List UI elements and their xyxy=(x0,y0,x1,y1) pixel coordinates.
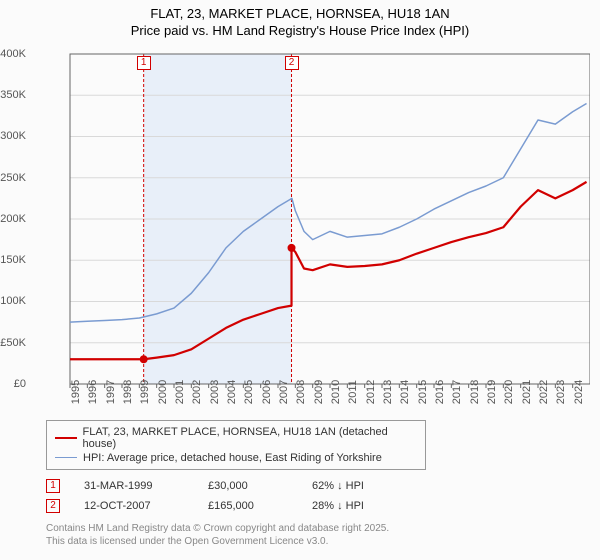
x-axis-label: 2010 xyxy=(330,380,342,404)
x-axis-label: 2022 xyxy=(538,380,550,404)
chart-title: FLAT, 23, MARKET PLACE, HORNSEA, HU18 1A… xyxy=(10,6,590,40)
event-date: 31-MAR-1999 xyxy=(84,480,184,492)
x-axis-label: 2024 xyxy=(573,380,585,404)
x-axis-label: 2003 xyxy=(209,380,221,404)
credit-line-2: This data is licensed under the Open Gov… xyxy=(46,535,590,548)
legend-row: HPI: Average price, detached house, East… xyxy=(55,451,417,465)
x-axis-label: 2013 xyxy=(382,380,394,404)
x-axis-label: 2007 xyxy=(278,380,290,404)
legend: FLAT, 23, MARKET PLACE, HORNSEA, HU18 1A… xyxy=(46,420,426,470)
y-axis-label: £350K xyxy=(0,89,26,101)
x-axis-label: 2011 xyxy=(347,380,359,404)
credit-line-1: Contains HM Land Registry data © Crown c… xyxy=(46,522,590,535)
x-axis-label: 1995 xyxy=(70,380,82,404)
event-delta: 28% ↓ HPI xyxy=(312,500,364,512)
sale-marker: 2 xyxy=(285,56,299,70)
x-axis-label: 2018 xyxy=(469,380,481,404)
x-axis-label: 2012 xyxy=(365,380,377,404)
event-row: 2 12-OCT-2007 £165,000 28% ↓ HPI xyxy=(46,496,590,516)
events-table: 1 31-MAR-1999 £30,000 62% ↓ HPI 2 12-OCT… xyxy=(46,476,590,516)
x-axis-label: 2000 xyxy=(157,380,169,404)
event-delta: 62% ↓ HPI xyxy=(312,480,364,492)
event-price: £165,000 xyxy=(208,500,288,512)
event-row: 1 31-MAR-1999 £30,000 62% ↓ HPI xyxy=(46,476,590,496)
x-axis-label: 2001 xyxy=(174,380,186,404)
legend-label: HPI: Average price, detached house, East… xyxy=(83,452,382,464)
legend-swatch xyxy=(55,437,77,439)
sale-marker: 1 xyxy=(137,56,151,70)
x-axis-label: 2016 xyxy=(434,380,446,404)
chart-svg xyxy=(30,44,590,414)
x-axis-label: 1998 xyxy=(122,380,134,404)
credit-text: Contains HM Land Registry data © Crown c… xyxy=(46,522,590,548)
chart-plot: £0£50K£100K£150K£200K£250K£300K£350K£400… xyxy=(30,44,590,414)
x-axis-label: 2019 xyxy=(486,380,498,404)
y-axis-label: £200K xyxy=(0,213,26,225)
event-date: 12-OCT-2007 xyxy=(84,500,184,512)
title-line-2: Price paid vs. HM Land Registry's House … xyxy=(10,23,590,40)
y-axis-label: £300K xyxy=(0,130,26,142)
event-marker: 2 xyxy=(46,499,60,513)
y-axis-label: £100K xyxy=(0,295,26,307)
chart-container: FLAT, 23, MARKET PLACE, HORNSEA, HU18 1A… xyxy=(0,0,600,560)
legend-label: FLAT, 23, MARKET PLACE, HORNSEA, HU18 1A… xyxy=(83,426,417,450)
x-axis-label: 2015 xyxy=(417,380,429,404)
y-axis-label: £0 xyxy=(14,378,26,390)
x-axis-label: 1996 xyxy=(87,380,99,404)
x-axis-label: 2021 xyxy=(521,380,533,404)
y-axis-label: £250K xyxy=(0,172,26,184)
x-axis-label: 2020 xyxy=(503,380,515,404)
event-marker: 1 xyxy=(46,479,60,493)
y-axis-label: £400K xyxy=(0,48,26,60)
x-axis-label: 2008 xyxy=(295,380,307,404)
x-axis-label: 2006 xyxy=(261,380,273,404)
x-axis-label: 2023 xyxy=(555,380,567,404)
event-price: £30,000 xyxy=(208,480,288,492)
x-axis-label: 2005 xyxy=(243,380,255,404)
y-axis-label: £150K xyxy=(0,254,26,266)
x-axis-label: 2004 xyxy=(226,380,238,404)
legend-row: FLAT, 23, MARKET PLACE, HORNSEA, HU18 1A… xyxy=(55,425,417,451)
title-line-1: FLAT, 23, MARKET PLACE, HORNSEA, HU18 1A… xyxy=(10,6,590,23)
x-axis-label: 2014 xyxy=(399,380,411,404)
y-axis-label: £50K xyxy=(0,337,26,349)
x-axis-label: 1999 xyxy=(139,380,151,404)
x-axis-label: 2017 xyxy=(451,380,463,404)
x-axis-label: 1997 xyxy=(105,380,117,404)
legend-swatch xyxy=(55,457,77,458)
x-axis-label: 2009 xyxy=(313,380,325,404)
x-axis-label: 2002 xyxy=(191,380,203,404)
